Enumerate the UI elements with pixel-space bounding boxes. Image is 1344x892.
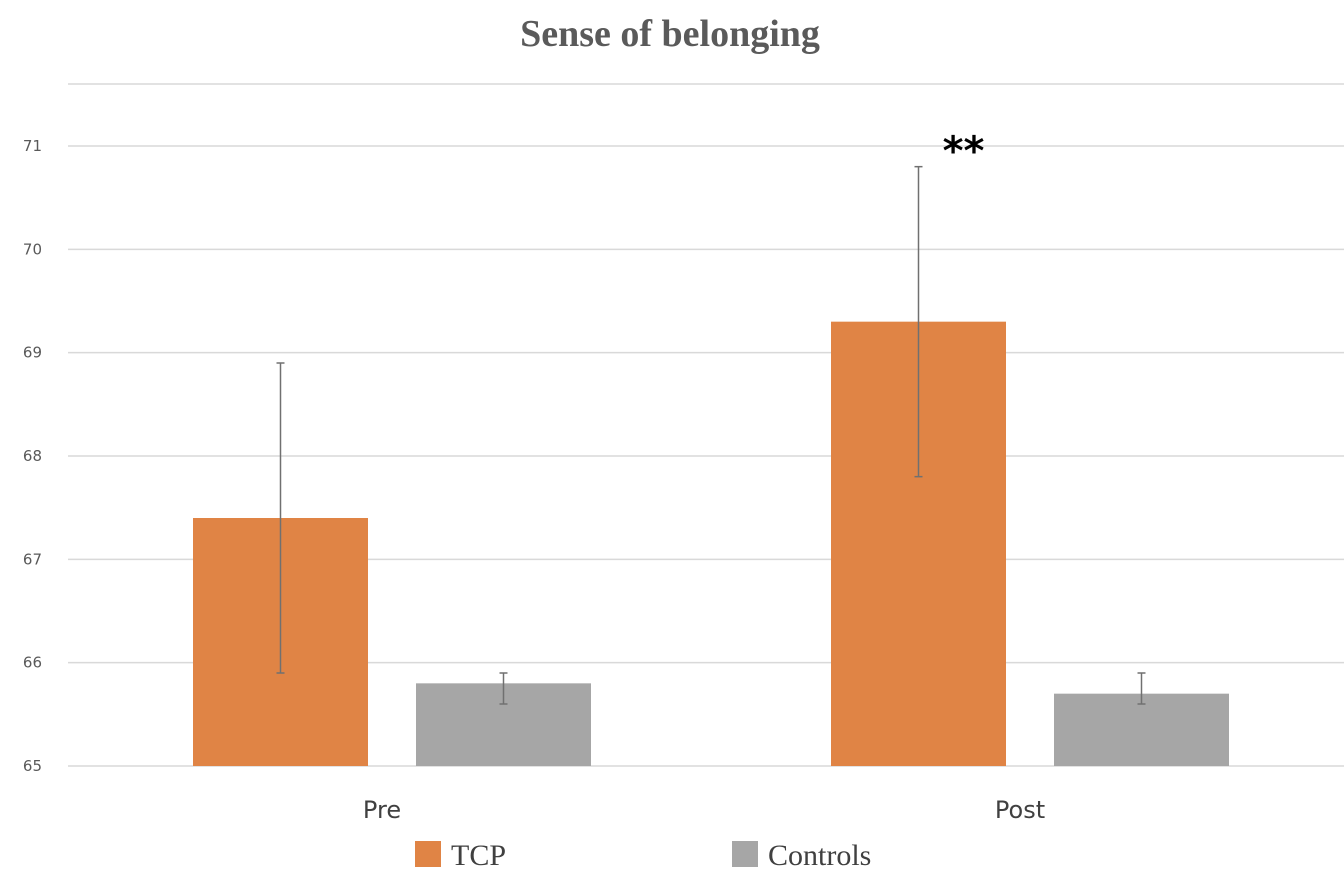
y-tick-label: 71 (23, 137, 42, 155)
x-category-label: Post (995, 796, 1045, 824)
legend-label-controls: Controls (768, 839, 871, 872)
x-axis-categories: Pre Post (363, 796, 1045, 824)
y-tick-label: 69 (23, 344, 42, 362)
y-tick-label: 68 (23, 447, 42, 465)
y-tick-label: 65 (23, 757, 42, 775)
legend-swatch-controls (732, 841, 758, 867)
error-bars (276, 165, 1146, 705)
y-axis-ticks: 65 66 67 68 69 70 71 (23, 137, 42, 775)
annotations: ** (943, 129, 985, 175)
bar-controls-post (1054, 693, 1229, 766)
y-tick-label: 67 (23, 550, 42, 568)
x-category-label: Pre (363, 796, 401, 824)
legend: TCP Controls (415, 839, 871, 872)
legend-swatch-tcp (415, 841, 441, 867)
chart-title: Sense of belonging (520, 13, 820, 55)
y-tick-label: 66 (23, 654, 42, 672)
legend-label-tcp: TCP (451, 839, 506, 872)
y-tick-label: 70 (23, 240, 42, 258)
bars (193, 321, 1229, 766)
significance-marker: ** (943, 129, 985, 175)
